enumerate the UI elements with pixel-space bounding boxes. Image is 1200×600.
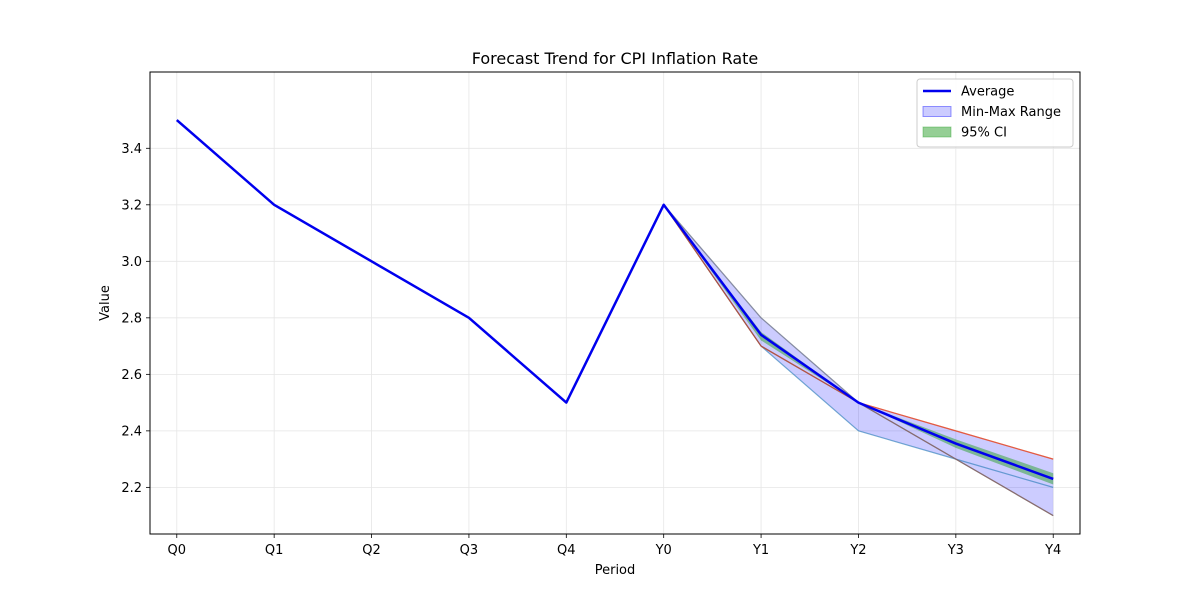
- y-tick-label: 2.6: [121, 368, 142, 383]
- legend-swatch: [922, 106, 952, 117]
- legend-label: 95% CI: [961, 126, 1007, 141]
- series: [175, 119, 1054, 481]
- legend-label: Min-Max Range: [961, 105, 1061, 120]
- x-tick-label: Q0: [168, 543, 187, 558]
- legend-swatch: [922, 126, 952, 138]
- x-tick-label: Y1: [752, 543, 769, 558]
- x-axis: Q0 Q1 Q2 Q3 Q4 Y0 Y1 Y2 Y3 Y4: [168, 534, 1061, 558]
- min-max-range-band: [663, 204, 1054, 516]
- legend-box: [916, 78, 1074, 148]
- plot-frame: [149, 71, 1081, 535]
- x-tick-label: Q2: [362, 543, 381, 558]
- bands: [663, 204, 1054, 516]
- series-line-average: [175, 119, 1054, 481]
- y-tick-label: 2.2: [121, 481, 142, 496]
- y-axis: 2.2 2.4 2.6 2.8 3.0 3.2 3.4: [121, 142, 150, 496]
- y-tick-label: 3.0: [121, 255, 142, 270]
- x-tick-label: Y3: [947, 543, 964, 558]
- grid: [150, 72, 1080, 534]
- legend-label: Average: [961, 85, 1014, 100]
- x-tick-label: Y2: [849, 543, 866, 558]
- x-tick-label: Y4: [1044, 543, 1061, 558]
- x-tick-label: Y0: [655, 543, 672, 558]
- y-tick-label: 2.8: [121, 311, 142, 326]
- y-axis-label: Value: [98, 285, 113, 321]
- chart-title: Forecast Trend for CPI Inflation Rate: [472, 49, 759, 68]
- y-tick-label: 3.2: [121, 198, 142, 213]
- legend: Average Min-Max Range 95% CI: [916, 78, 1074, 148]
- y-tick-label: 3.4: [121, 142, 142, 157]
- x-axis-label: Period: [595, 563, 636, 578]
- x-tick-label: Q4: [557, 543, 576, 558]
- x-tick-label: Q1: [265, 543, 284, 558]
- x-tick-label: Q3: [460, 543, 479, 558]
- y-tick-label: 2.4: [121, 424, 142, 439]
